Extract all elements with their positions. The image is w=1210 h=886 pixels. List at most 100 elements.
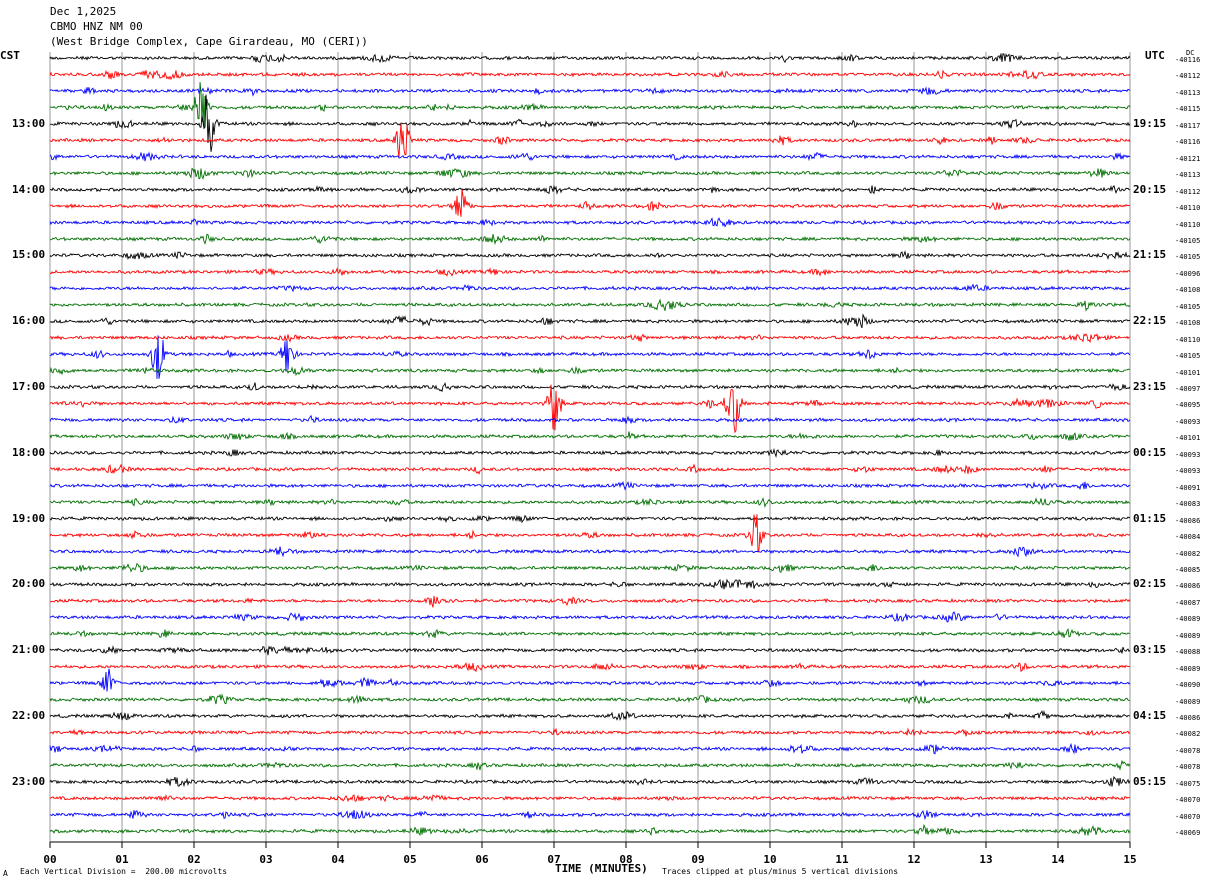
footer-mark: A (3, 869, 8, 878)
seismic-trace-33 (49, 595, 1131, 608)
left-hour-label: 21:00 (12, 643, 46, 657)
left-hour-label: 17:00 (12, 380, 46, 393)
dc-offset-label: -40095 (1175, 401, 1201, 410)
right-hour-label: 21:15 (1133, 248, 1167, 262)
x-tick-label: 09 (691, 853, 705, 866)
seismic-trace-38 (49, 668, 1131, 692)
seismic-trace-15 (49, 298, 1131, 312)
clip-note: Traces clipped at plus/minus 5 vertical … (662, 867, 899, 876)
seismic-trace-4 (49, 94, 1131, 152)
right-hour-label: 05:15 (1133, 774, 1167, 788)
dc-offset-label: -40097 (1175, 385, 1201, 393)
dc-offset-label: -40070 (1175, 796, 1201, 805)
seismic-trace-19 (49, 365, 1131, 376)
seismic-trace-2 (49, 86, 1131, 97)
seismic-trace-13 (49, 267, 1131, 277)
left-hour-label: 20:00 (12, 577, 46, 591)
dc-offset-label: -40112 (1175, 187, 1201, 196)
dc-offset-label: -40121 (1175, 154, 1201, 163)
dc-offset-label: -40101 (1175, 434, 1201, 443)
seismic-trace-41 (49, 727, 1131, 737)
station-title: CBMO HNZ NM 00 (50, 20, 143, 33)
dc-offset-label: -40116 (1175, 138, 1201, 147)
right-hour-label: 20:15 (1133, 182, 1167, 196)
x-tick-label: 03 (259, 853, 273, 866)
dc-offset-label: -40088 (1175, 648, 1201, 657)
dc-offset-label: -40105 (1175, 236, 1201, 245)
seismic-trace-40 (49, 709, 1131, 721)
dc-offset-label: -40116 (1175, 56, 1201, 64)
seismic-trace-9 (49, 189, 1131, 217)
dc-offset-label: -40089 (1175, 631, 1201, 640)
seismic-trace-39 (49, 693, 1131, 705)
seismic-trace-29 (49, 514, 1131, 553)
x-tick-label: 05 (403, 853, 417, 866)
seismic-trace-25 (49, 463, 1131, 475)
dc-offset-label: -40069 (1175, 829, 1201, 838)
dc-offset-label: -40108 (1175, 319, 1201, 328)
seismic-trace-37 (49, 662, 1131, 673)
right-hour-label: 03:15 (1133, 643, 1167, 657)
dc-label: DC (1186, 49, 1195, 57)
seismic-trace-23 (49, 431, 1131, 441)
seismic-trace-30 (49, 546, 1131, 558)
dc-offset-label: -40093 (1175, 467, 1201, 476)
dc-offset-label: -40105 (1175, 253, 1201, 262)
time-grid (49, 52, 1131, 848)
seismic-trace-28 (49, 514, 1131, 524)
location-title: (West Bridge Complex, Cape Girardeau, MO… (50, 35, 368, 48)
x-tick-label: 08 (619, 853, 633, 866)
seismic-trace-45 (49, 794, 1131, 803)
seismic-trace-1 (49, 69, 1131, 81)
dc-offset-label: -40112 (1175, 72, 1201, 81)
dc-offset-label: -40110 (1175, 220, 1201, 229)
x-tick-label: 04 (331, 853, 345, 866)
dc-offset-label: -40086 (1175, 582, 1201, 591)
x-tick-label: 13 (979, 853, 993, 866)
dc-offset-label: -40115 (1175, 105, 1201, 114)
dc-offset-label: -40078 (1175, 763, 1201, 772)
dc-offset-label: -40110 (1175, 204, 1201, 213)
x-tick-label: 02 (187, 853, 201, 866)
x-tick-label: 11 (835, 853, 849, 866)
seismic-trace-34 (49, 611, 1131, 623)
seismic-trace-20 (50, 381, 1131, 393)
seismic-trace-36 (49, 645, 1131, 656)
seismic-trace-10 (49, 217, 1131, 228)
x-tick-label: 10 (763, 853, 777, 866)
x-tick-label: 06 (475, 853, 489, 866)
seismic-trace-16 (49, 313, 1131, 329)
seismic-trace-47 (49, 823, 1131, 837)
dc-offset-label: -40101 (1175, 368, 1201, 377)
seismic-trace-42 (49, 742, 1131, 755)
dc-offset-label: -40096 (1175, 269, 1201, 278)
x-tick-label: 14 (1051, 853, 1065, 866)
dc-offset-label: -40108 (1175, 286, 1201, 295)
left-timezone-label: CST (0, 49, 20, 62)
dc-offset-label: -40117 (1175, 121, 1201, 130)
dc-offset-label: -40086 (1175, 516, 1201, 525)
seismic-trace-17 (49, 333, 1131, 344)
dc-offset-label: -40113 (1175, 171, 1201, 180)
x-tick-label: 07 (547, 853, 561, 866)
right-hour-label: 00:15 (1133, 445, 1167, 459)
seismic-trace-27 (49, 496, 1131, 508)
left-hour-label: 18:00 (12, 445, 46, 459)
seismic-traces (49, 53, 1131, 837)
seismic-trace-31 (49, 562, 1131, 573)
dc-offset-label: -40089 (1175, 664, 1201, 673)
dc-offset-label: -40093 (1175, 417, 1201, 426)
dc-offset-label: -40091 (1175, 483, 1201, 492)
dc-offset-label: -40083 (1175, 500, 1201, 509)
right-hour-label: 23:15 (1133, 380, 1167, 393)
dc-offset-label: -40084 (1175, 533, 1201, 542)
dc-offset-label: -40075 (1175, 779, 1201, 788)
seismic-trace-21 (49, 384, 1131, 434)
dc-offset-label: -40070 (1175, 812, 1201, 821)
dc-offset-label: -40093 (1175, 450, 1201, 459)
dc-offset-label: -40105 (1175, 352, 1201, 361)
dc-offset-label: -40078 (1175, 746, 1201, 755)
left-hour-label: 15:00 (12, 248, 46, 262)
left-hour-label: 13:00 (12, 116, 46, 130)
